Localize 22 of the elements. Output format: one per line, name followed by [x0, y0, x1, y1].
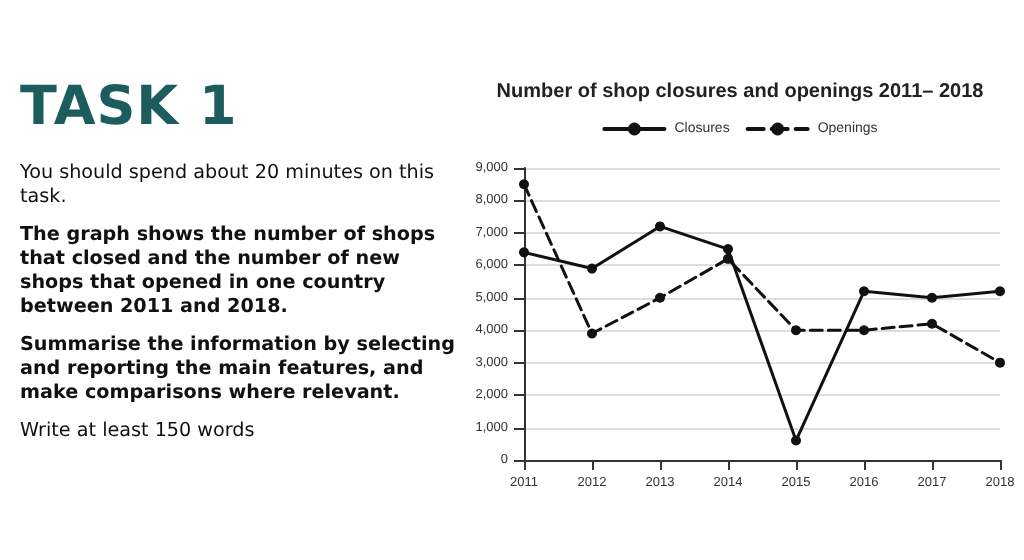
point [519, 247, 529, 258]
point [995, 357, 1005, 368]
point [791, 435, 801, 446]
text: Write at least 150 words [20, 420, 257, 444]
point [519, 179, 529, 190]
point [723, 253, 733, 264]
text: Summarise the information by selecting and reporting the main features, and make comparisons where relevant. [20, 334, 457, 406]
point [995, 286, 1005, 297]
point [587, 263, 597, 274]
point [859, 325, 869, 336]
point [655, 221, 665, 232]
text: TASK 1 [20, 76, 240, 138]
point [927, 318, 937, 329]
point [587, 328, 597, 339]
point [859, 286, 869, 297]
text: You should spend about 20 minutes on this task. [20, 162, 437, 210]
point [927, 292, 937, 303]
point [791, 325, 801, 336]
chart-title: Number of shop closures and openings 2011– 2018 [496, 81, 985, 103]
point [723, 244, 733, 255]
text: The graph shows the number of shops that closed and the number of new shops that opened in one country between 2011 and 2018. [20, 224, 438, 320]
point [655, 292, 665, 303]
